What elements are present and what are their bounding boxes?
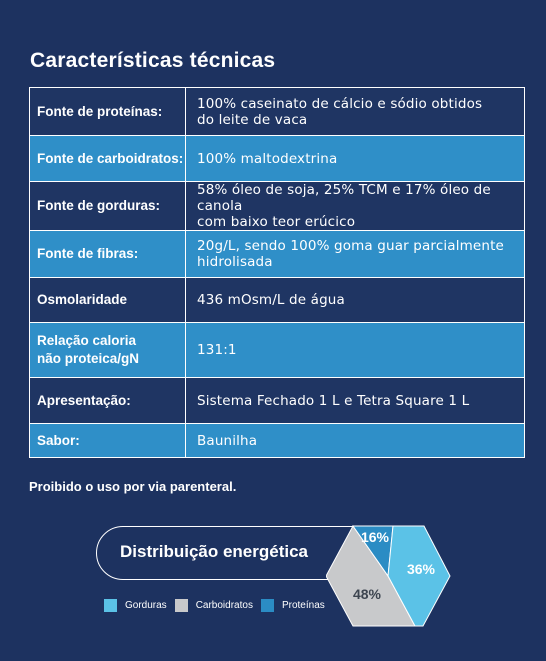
- spec-row: Fonte de gorduras: 58% óleo de soja, 25% …: [29, 181, 525, 231]
- legend-label-carboidratos: Carboidratos: [195, 600, 253, 611]
- legend-swatch-gorduras: [104, 599, 117, 612]
- spec-label-text: Fonte de gorduras:: [37, 198, 161, 213]
- spec-value-line: 100% caseinato de cálcio e sódio obtidos: [197, 95, 483, 112]
- spec-label-line: Relação caloria: [37, 333, 137, 348]
- spec-value-line: 436 mOsm/L de água: [197, 292, 345, 308]
- spec-value: 20g/L, sendo 100% goma guar parcialmente…: [185, 230, 525, 278]
- spec-label-text: Fonte de proteínas:: [37, 103, 163, 119]
- legend-swatch-carboidratos: [174, 599, 188, 612]
- spec-label-text: Apresentação:: [37, 392, 131, 408]
- slice-label-proteinas: 16%: [361, 529, 390, 545]
- slice-label-gorduras: 36%: [407, 561, 436, 577]
- spec-value-line: Sistema Fechado 1 L e Tetra Square 1 L: [197, 392, 470, 409]
- spec-value: 436 mOsm/L de água: [185, 277, 525, 323]
- spec-value-line: com baixo teor erúcico: [197, 214, 356, 230]
- spec-label-text: Fonte de carboidratos:: [37, 150, 184, 166]
- specs-table: Fonte de proteínas: 100% caseinato de cál…: [29, 87, 525, 458]
- spec-label-text: Fonte de fibras:: [37, 246, 139, 261]
- spec-value: 131:1: [185, 322, 525, 378]
- spec-label: Fonte de fibras:: [29, 230, 186, 278]
- spec-row: Fonte de carboidratos: 100% maltodextrina: [29, 135, 525, 182]
- spec-label: Fonte de proteínas:: [29, 87, 186, 136]
- spec-value-line: 58% óleo de soja, 25% TCM e 17% óleo de …: [197, 182, 491, 214]
- legend-item-carboidratos: Carboidratos: [174, 599, 253, 612]
- spec-row: Fonte de fibras: 20g/L, sendo 100% goma g…: [29, 230, 525, 278]
- legend-item-gorduras: Gorduras: [104, 599, 167, 612]
- spec-label: Apresentação:: [29, 377, 186, 424]
- spec-label-text: Sabor:: [37, 432, 80, 448]
- spec-value: 100% caseinato de cálcio e sódio obtidos…: [185, 87, 525, 136]
- spec-label: Relação caloria não proteica/gN: [29, 322, 186, 378]
- spec-value-line: 131:1: [197, 342, 237, 358]
- spec-value-line: hidrolisada: [197, 254, 273, 270]
- spec-label-line: não proteica/gN: [37, 351, 140, 366]
- slice-gorduras: [387, 525, 451, 627]
- spec-value-line: 100% maltodextrina: [197, 150, 338, 167]
- slice-label-carboidratos: 48%: [353, 586, 382, 602]
- spec-label-text: Osmolaridade: [37, 292, 128, 307]
- spec-label: Fonte de gorduras:: [29, 181, 186, 231]
- spec-label: Sabor:: [29, 423, 186, 458]
- energy-hexagon-chart: 16% 36% 48%: [326, 525, 451, 627]
- spec-row: Relação caloria não proteica/gN 131:1: [29, 322, 525, 378]
- page-title: Características técnicas: [30, 49, 276, 72]
- spec-row: Apresentação: Sistema Fechado 1 L e Tetra…: [29, 377, 525, 424]
- spec-row: Sabor: Baunilha: [29, 423, 525, 458]
- spec-value-line: 20g/L, sendo 100% goma guar parcialmente: [197, 238, 504, 254]
- spec-value-line: Baunilha: [197, 432, 258, 449]
- energy-title: Distribuição energética: [120, 542, 309, 561]
- legend-swatch-proteinas: [260, 599, 274, 612]
- legend-label-gorduras: Gorduras: [125, 600, 167, 611]
- spec-value-line: do leite de vaca: [197, 111, 308, 128]
- legend-item-proteinas: Proteínas: [260, 599, 325, 612]
- chart-legend: Gorduras Carboidratos Proteínas: [104, 599, 333, 612]
- legend-label-proteinas: Proteínas: [281, 600, 325, 611]
- spec-value: 100% maltodextrina: [185, 135, 525, 182]
- spec-row: Fonte de proteínas: 100% caseinato de cál…: [29, 87, 525, 136]
- spec-label: Fonte de carboidratos:: [29, 135, 186, 182]
- spec-row: Osmolaridade 436 mOsm/L de água: [29, 277, 525, 323]
- parenteral-warning: Proibido o uso por via parenteral.: [29, 479, 237, 494]
- spec-value: Baunilha: [185, 423, 525, 458]
- spec-value: 58% óleo de soja, 25% TCM e 17% óleo de …: [185, 181, 525, 231]
- spec-value: Sistema Fechado 1 L e Tetra Square 1 L: [185, 377, 525, 424]
- spec-label: Osmolaridade: [29, 277, 186, 323]
